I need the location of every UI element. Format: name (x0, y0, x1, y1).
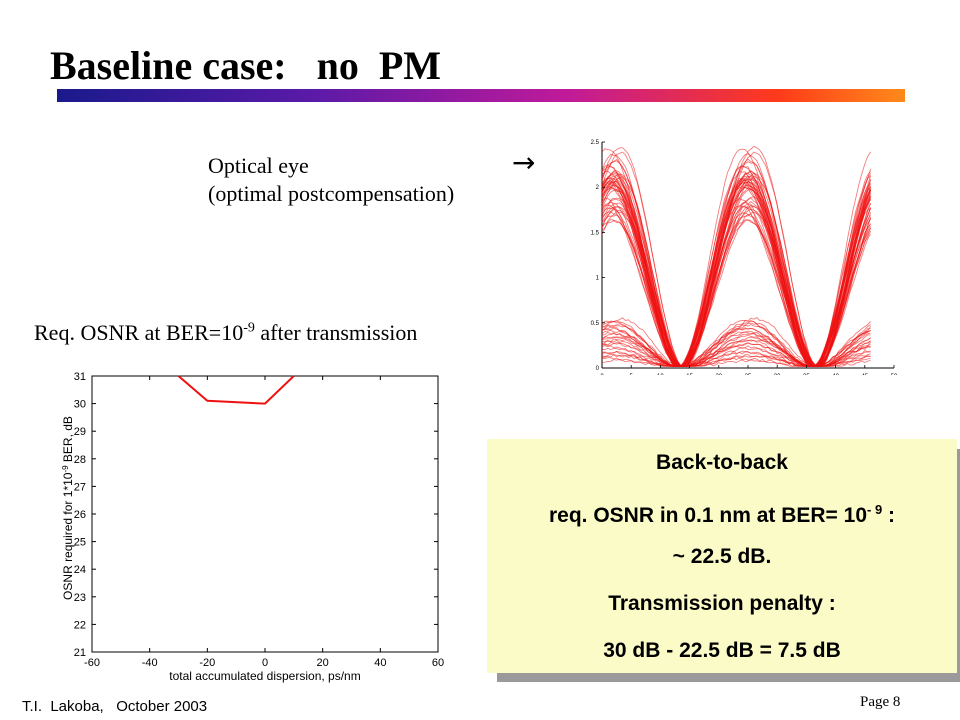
eye-x-tick-label: 10 (657, 374, 664, 375)
info-box-line2-prefix: req. OSNR in 0.1 nm at BER= 10 (548, 504, 867, 527)
osnr-chart-ylabel: OSNR required for 1*10-9 BER, dB (61, 416, 76, 600)
eye-x-tick-label: 0 (600, 374, 604, 375)
eye-x-tick-label: 45 (861, 374, 868, 375)
osnr-y-tick-label: 25 (74, 537, 86, 549)
info-box-line2-suffix: : (882, 504, 895, 527)
osnr-x-tick-label: 40 (374, 657, 386, 669)
osnr-x-tick-label: -40 (142, 657, 158, 669)
info-box-line3: ~ 22.5 dB. (672, 545, 772, 568)
eye-diagram-ticks: 0 5 10 15 20 25 30 35 40 45 50 0 0.5 1 1.5 2 2.5 (591, 140, 898, 375)
eye-y-tick-label: 0.5 (591, 321, 600, 327)
req-osnr-label-exponent: -9 (243, 320, 255, 336)
osnr-y-tick-label: 27 (74, 481, 86, 493)
osnr-chart-axes (91, 375, 439, 653)
optical-eye-label: Optical eye (optimal postcompensation) (208, 152, 454, 208)
osnr-x-tick-label: -60 (84, 657, 100, 669)
eye-trace (601, 170, 871, 367)
osnr-y-tick-label: 31 (74, 371, 86, 383)
eye-diagram-traces (601, 145, 872, 367)
osnr-y-tick-label: 30 (74, 399, 86, 411)
info-box-line2-exponent: - 9 (867, 502, 883, 517)
eye-x-tick-label: 20 (715, 374, 722, 375)
osnr-chart-xlabel: total accumulated dispersion, ps/nm (169, 669, 360, 683)
eye-y-tick-label: 1 (596, 276, 600, 282)
osnr-x-tick-label: 0 (262, 657, 268, 669)
req-osnr-label-prefix: Req. OSNR at BER=10 (34, 320, 244, 345)
title-underline-bar (57, 89, 905, 102)
info-box-line1: Back-to-back (656, 451, 788, 474)
osnr-y-tick-label: 26 (74, 509, 86, 521)
eye-trace (601, 151, 872, 367)
info-box-line5: 30 dB - 22.5 dB = 7.5 dB (603, 639, 841, 662)
osnr-chart-ticks: -60 -40 -20 0 20 40 60 21 22 23 24 25 26 27 28 29 30 31 (74, 371, 444, 669)
osnr-x-tick-label: 20 (317, 657, 329, 669)
eye-x-tick-label: 35 (803, 374, 810, 375)
eye-trace (601, 336, 871, 367)
footer-author: T.I. Lakoba, October 2003 (22, 698, 208, 715)
eye-trace (601, 160, 872, 367)
osnr-series-line (177, 375, 295, 405)
optical-eye-label-line1: Optical eye (208, 153, 309, 178)
page-title: Baseline case: no PM (50, 43, 442, 88)
eye-trace (601, 320, 871, 367)
osnr-y-tick-label: 21 (74, 647, 86, 659)
back-to-back-info-box: Back-to-back req. OSNR in 0.1 nm at BER=… (487, 439, 957, 673)
eye-y-tick-label: 2.5 (591, 140, 600, 146)
eye-x-tick-label: 15 (686, 374, 693, 375)
osnr-y-tick-label: 28 (74, 454, 86, 466)
eye-x-tick-label: 40 (832, 374, 839, 375)
eye-y-tick-label: 1.5 (591, 230, 600, 236)
osnr-y-tick-label: 24 (74, 564, 86, 576)
info-box-line2: req. OSNR in 0.1 nm at BER= 10- 9 : (487, 486, 957, 533)
eye-trace (601, 353, 871, 367)
eye-y-tick-label: 0 (596, 366, 600, 372)
req-osnr-label: Req. OSNR at BER=10-9 after transmission (34, 320, 417, 346)
eye-trace (601, 170, 872, 367)
osnr-chart-series (177, 375, 295, 405)
eye-x-tick-label: 25 (745, 374, 752, 375)
eye-x-tick-label: 5 (630, 374, 634, 375)
osnr-x-tick-label: -20 (199, 657, 215, 669)
osnr-y-tick-label: 29 (74, 426, 86, 438)
req-osnr-label-suffix: after transmission (254, 320, 418, 345)
eye-x-tick-label: 50 (891, 374, 898, 375)
right-arrow-icon: → (512, 146, 536, 179)
eye-y-tick-label: 2 (596, 185, 600, 191)
osnr-vs-dispersion-chart: -60 -40 -20 0 20 40 60 21 22 23 24 25 26 27 28 29 30 31 t… (61, 371, 445, 683)
osnr-plot-frame (91, 375, 439, 653)
osnr-y-tick-label: 22 (74, 619, 86, 631)
footer-page-number: Page 8 (860, 694, 901, 710)
optical-eye-label-line2: (optimal postcompensation) (208, 181, 455, 206)
info-box-line4: Transmission penalty : (608, 592, 836, 615)
eye-diagram-chart: 0 5 10 15 20 25 30 35 40 45 50 0 0.5 1 1.5 2 2.5 (591, 140, 898, 375)
eye-x-tick-label: 30 (774, 374, 781, 375)
osnr-y-tick-label: 23 (74, 592, 86, 604)
osnr-x-tick-label: 60 (432, 657, 444, 669)
